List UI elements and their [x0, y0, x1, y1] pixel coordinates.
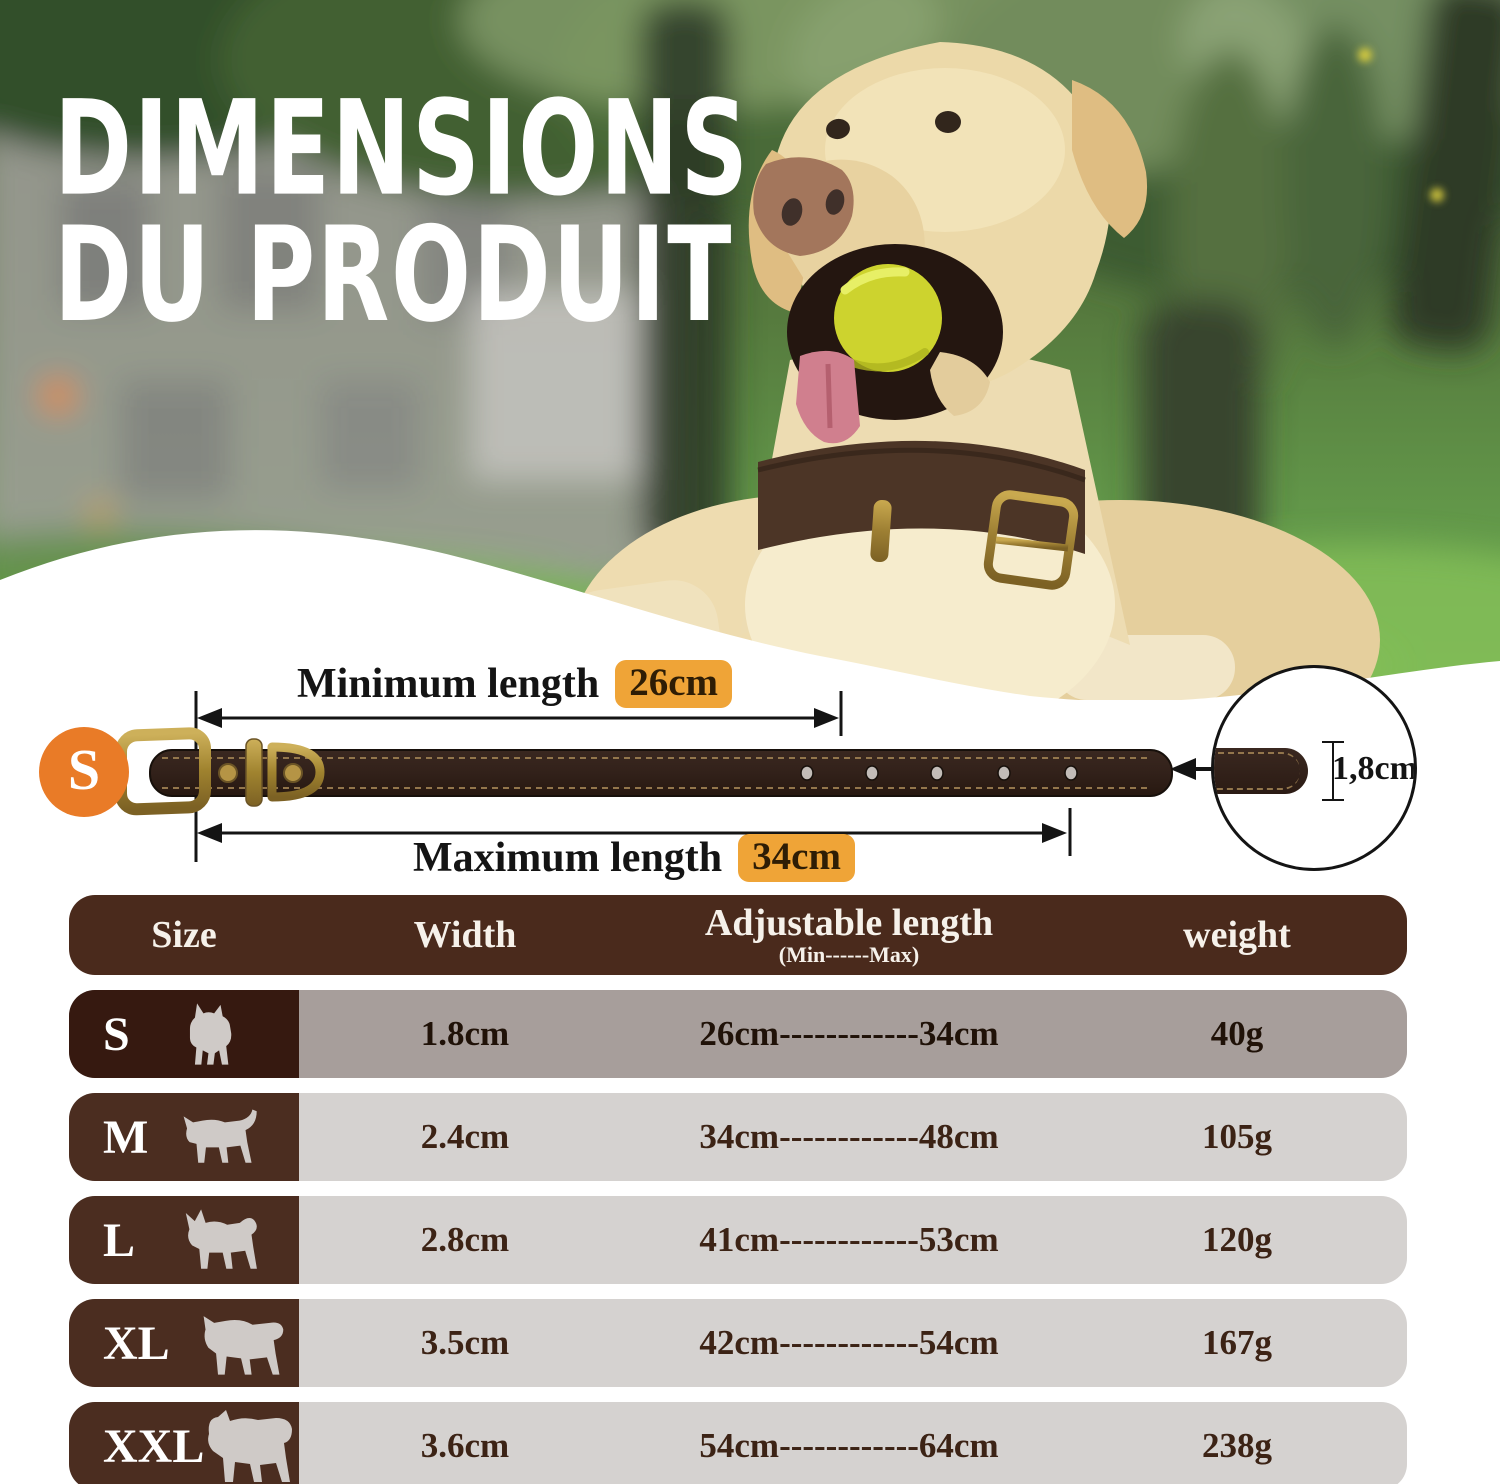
strap-hole	[800, 765, 814, 781]
tree-trunk	[640, 0, 730, 560]
park-scene	[0, 0, 1500, 700]
strap-hole	[865, 765, 879, 781]
dog-eye-right	[935, 111, 961, 133]
min-length-arrow	[197, 708, 839, 728]
size-s-badge: S	[39, 727, 129, 817]
bull-terrier-icon	[175, 1002, 249, 1066]
title-line-2: DU PRODUIT	[54, 199, 734, 352]
d-ring	[267, 742, 325, 802]
strap-width-value: 1,8cm	[1332, 750, 1417, 787]
collar-on-dog	[758, 440, 1085, 554]
row-length: 26cm------------34cm	[699, 1014, 999, 1053]
size-s-badge-letter: S	[67, 736, 101, 802]
header-adjustable-length-sub: (Min------Max)	[778, 942, 920, 967]
strap-hole	[1064, 765, 1078, 781]
row-weight: 105g	[1202, 1117, 1272, 1156]
row-length: 42cm------------54cm	[699, 1323, 999, 1362]
width-measure-bracket	[1322, 741, 1344, 801]
rivet	[283, 763, 303, 783]
rivet	[218, 763, 238, 783]
header-weight: weight	[1183, 914, 1291, 956]
header-width: Width	[413, 914, 517, 956]
row-width: 2.4cm	[420, 1117, 510, 1156]
dog-ear-right	[1072, 80, 1148, 238]
row-size-label: L	[103, 1213, 136, 1267]
photo-bottom-curve	[0, 530, 1500, 700]
collar-measurement-diagram	[115, 691, 1216, 862]
row-length: 54cm------------64cm	[699, 1426, 999, 1465]
tree-trunk	[1390, 0, 1500, 352]
header-size: Size	[151, 914, 217, 956]
hero-photo: DIMENSIONS DU PRODUIT	[0, 0, 1500, 700]
husky-icon	[175, 1203, 265, 1277]
row-weight: 167g	[1202, 1323, 1272, 1362]
row-weight: 238g	[1202, 1426, 1272, 1465]
tennis-ball	[834, 264, 942, 372]
row-width: 2.8cm	[420, 1220, 510, 1259]
max-length-arrow	[197, 823, 1067, 843]
row-length: 34cm------------48cm	[699, 1117, 999, 1156]
row-width: 1.8cm	[420, 1014, 510, 1053]
table-row-m: M 2.4cm 34cm------------48cm 105g	[69, 1093, 1407, 1181]
collar-buckle	[115, 727, 325, 816]
traffic-light-glow	[41, 379, 75, 413]
title-line-1: DIMENSIONS	[54, 73, 750, 226]
page-title: DIMENSIONS DU PRODUIT	[54, 73, 750, 352]
row-width: 3.5cm	[420, 1323, 510, 1362]
maximum-length-text: Maximum length	[413, 835, 723, 881]
zoom-pointer-arrow	[1170, 758, 1216, 780]
labrador-icon	[175, 1102, 261, 1172]
pitbull-icon	[194, 1304, 290, 1382]
minimum-length-text: Minimum length	[297, 661, 600, 707]
magnified-strap-tip	[1214, 748, 1308, 794]
minimum-length-value-chip: 26cm	[615, 660, 732, 708]
table-row-xxl: XXL 3.6cm 54cm------------64cm 238g	[69, 1402, 1407, 1484]
size-table-header: Size Width Adjustable length (Min------M…	[69, 895, 1407, 975]
table-row-s: S 1.8cm 26cm------------34cm 40g	[69, 990, 1407, 1078]
row-length: 41cm------------53cm	[699, 1220, 999, 1259]
dog-nose	[753, 157, 854, 256]
header-adjustable-length: Adjustable length (Min------Max)	[631, 904, 1067, 966]
mastiff-icon	[199, 1404, 299, 1484]
row-size-label: XXL	[103, 1419, 205, 1473]
dog-eye-left	[826, 118, 850, 140]
table-row-xl: XL 3.5cm 42cm------------54cm 167g	[69, 1299, 1407, 1387]
row-size-label: XL	[103, 1316, 170, 1370]
table-row-l: L 2.8cm 41cm------------53cm 120g	[69, 1196, 1407, 1284]
lower-jaw	[930, 352, 990, 416]
size-table: Size Width Adjustable length (Min------M…	[69, 895, 1407, 1484]
row-weight: 120g	[1202, 1220, 1272, 1259]
maximum-length-value-chip: 34cm	[738, 834, 855, 882]
row-size-label: M	[103, 1110, 149, 1164]
minimum-length-label: Minimum length 26cm	[297, 660, 732, 708]
keeper-loop	[245, 738, 263, 807]
row-width: 3.6cm	[420, 1426, 510, 1465]
buckle-on-dog	[983, 490, 1079, 590]
strap-hole	[930, 765, 944, 781]
row-size-label: S	[103, 1007, 130, 1061]
strap-hole	[997, 765, 1011, 781]
magnifier-circle: 1,8cm	[1211, 665, 1417, 871]
maximum-length-label: Maximum length 34cm	[413, 834, 855, 882]
row-weight: 40g	[1210, 1014, 1264, 1053]
